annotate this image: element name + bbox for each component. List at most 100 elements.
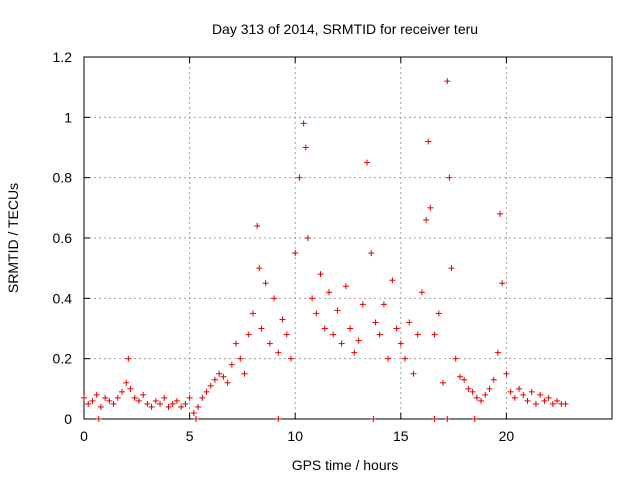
data-point xyxy=(321,325,328,332)
data-point xyxy=(296,174,303,181)
data-point xyxy=(330,331,337,338)
data-point xyxy=(224,379,231,386)
x-tick-label: 0 xyxy=(80,428,88,444)
data-point xyxy=(473,394,480,401)
data-point xyxy=(157,400,164,407)
data-point xyxy=(389,277,396,284)
data-point xyxy=(376,331,383,338)
data-point xyxy=(499,280,506,287)
data-point xyxy=(279,316,286,323)
data-point xyxy=(406,319,413,326)
y-tick-label: 1.2 xyxy=(53,49,73,65)
data-point xyxy=(313,310,320,317)
data-point xyxy=(541,397,548,404)
data-point xyxy=(199,394,206,401)
data-point xyxy=(503,370,510,377)
data-point xyxy=(119,388,126,395)
data-point xyxy=(370,416,377,422)
data-point xyxy=(338,340,345,347)
data-point xyxy=(300,120,307,127)
data-point xyxy=(302,144,309,151)
chart-title: Day 313 of 2014, SRMTID for receiver ter… xyxy=(212,21,478,37)
data-point xyxy=(140,391,147,398)
data-point xyxy=(342,283,349,290)
data-point xyxy=(102,394,109,401)
data-point xyxy=(351,349,358,356)
data-point xyxy=(418,289,425,296)
data-point xyxy=(304,235,311,241)
data-point xyxy=(309,295,316,302)
data-point xyxy=(161,394,168,401)
data-point xyxy=(203,388,210,395)
y-tick-label: 0.8 xyxy=(53,170,73,186)
data-point xyxy=(262,280,269,287)
data-point xyxy=(414,331,421,338)
data-point xyxy=(110,400,117,407)
data-point xyxy=(228,361,235,368)
data-point xyxy=(93,391,100,398)
data-point xyxy=(144,400,151,407)
x-tick-label: 5 xyxy=(186,428,194,444)
data-point xyxy=(486,385,493,392)
data-point xyxy=(292,250,299,257)
data-point xyxy=(165,403,172,410)
data-point xyxy=(355,337,362,344)
y-tick-label: 0.2 xyxy=(53,351,73,367)
data-point xyxy=(245,331,252,338)
data-point xyxy=(207,382,214,389)
data-point xyxy=(135,397,142,404)
data-point xyxy=(402,355,409,362)
data-point xyxy=(173,397,180,404)
data-point xyxy=(85,400,92,407)
data-point xyxy=(97,403,104,410)
data-point xyxy=(266,340,273,347)
data-point xyxy=(372,319,379,326)
data-point xyxy=(482,391,489,398)
data-point xyxy=(549,400,556,407)
data-point xyxy=(478,397,485,404)
data-point xyxy=(446,174,453,181)
data-point xyxy=(95,416,102,422)
data-point xyxy=(444,416,451,422)
y-tick-labels: 0 0.2 0.4 0.6 0.8 1 1.2 xyxy=(53,49,73,427)
data-point xyxy=(494,349,501,356)
data-series xyxy=(81,78,569,422)
data-point xyxy=(216,370,223,377)
y-tick-label: 1 xyxy=(64,109,72,125)
data-point xyxy=(325,289,332,296)
data-point xyxy=(528,388,535,395)
data-point xyxy=(562,400,569,407)
data-point xyxy=(186,394,193,401)
data-point xyxy=(410,370,417,377)
data-point xyxy=(537,391,544,398)
x-tick-label: 20 xyxy=(499,428,515,444)
data-point xyxy=(431,416,438,422)
x-tick-label: 15 xyxy=(393,428,409,444)
data-point xyxy=(554,397,561,404)
data-point xyxy=(425,138,432,145)
data-point xyxy=(237,355,244,362)
data-point xyxy=(195,403,202,410)
data-point xyxy=(532,400,539,407)
data-point xyxy=(507,388,514,395)
y-tick-label: 0 xyxy=(64,411,72,427)
data-point xyxy=(317,271,324,278)
data-point xyxy=(385,355,392,362)
data-point xyxy=(359,301,366,308)
data-point xyxy=(520,391,527,398)
y-axis-label: SRMTID / TECUs xyxy=(5,183,21,293)
data-point xyxy=(524,397,531,404)
data-point xyxy=(511,394,518,401)
y-tick-label: 0.4 xyxy=(53,290,73,306)
data-point xyxy=(448,265,455,272)
data-point xyxy=(275,416,282,422)
x-axis-label: GPS time / hours xyxy=(292,457,399,473)
data-point xyxy=(397,340,404,347)
y-tick-label: 0.6 xyxy=(53,230,73,246)
data-point xyxy=(465,385,472,392)
data-point xyxy=(471,416,478,422)
data-point xyxy=(89,397,96,404)
data-point xyxy=(435,310,442,317)
data-point xyxy=(364,159,371,166)
data-point xyxy=(148,403,155,410)
